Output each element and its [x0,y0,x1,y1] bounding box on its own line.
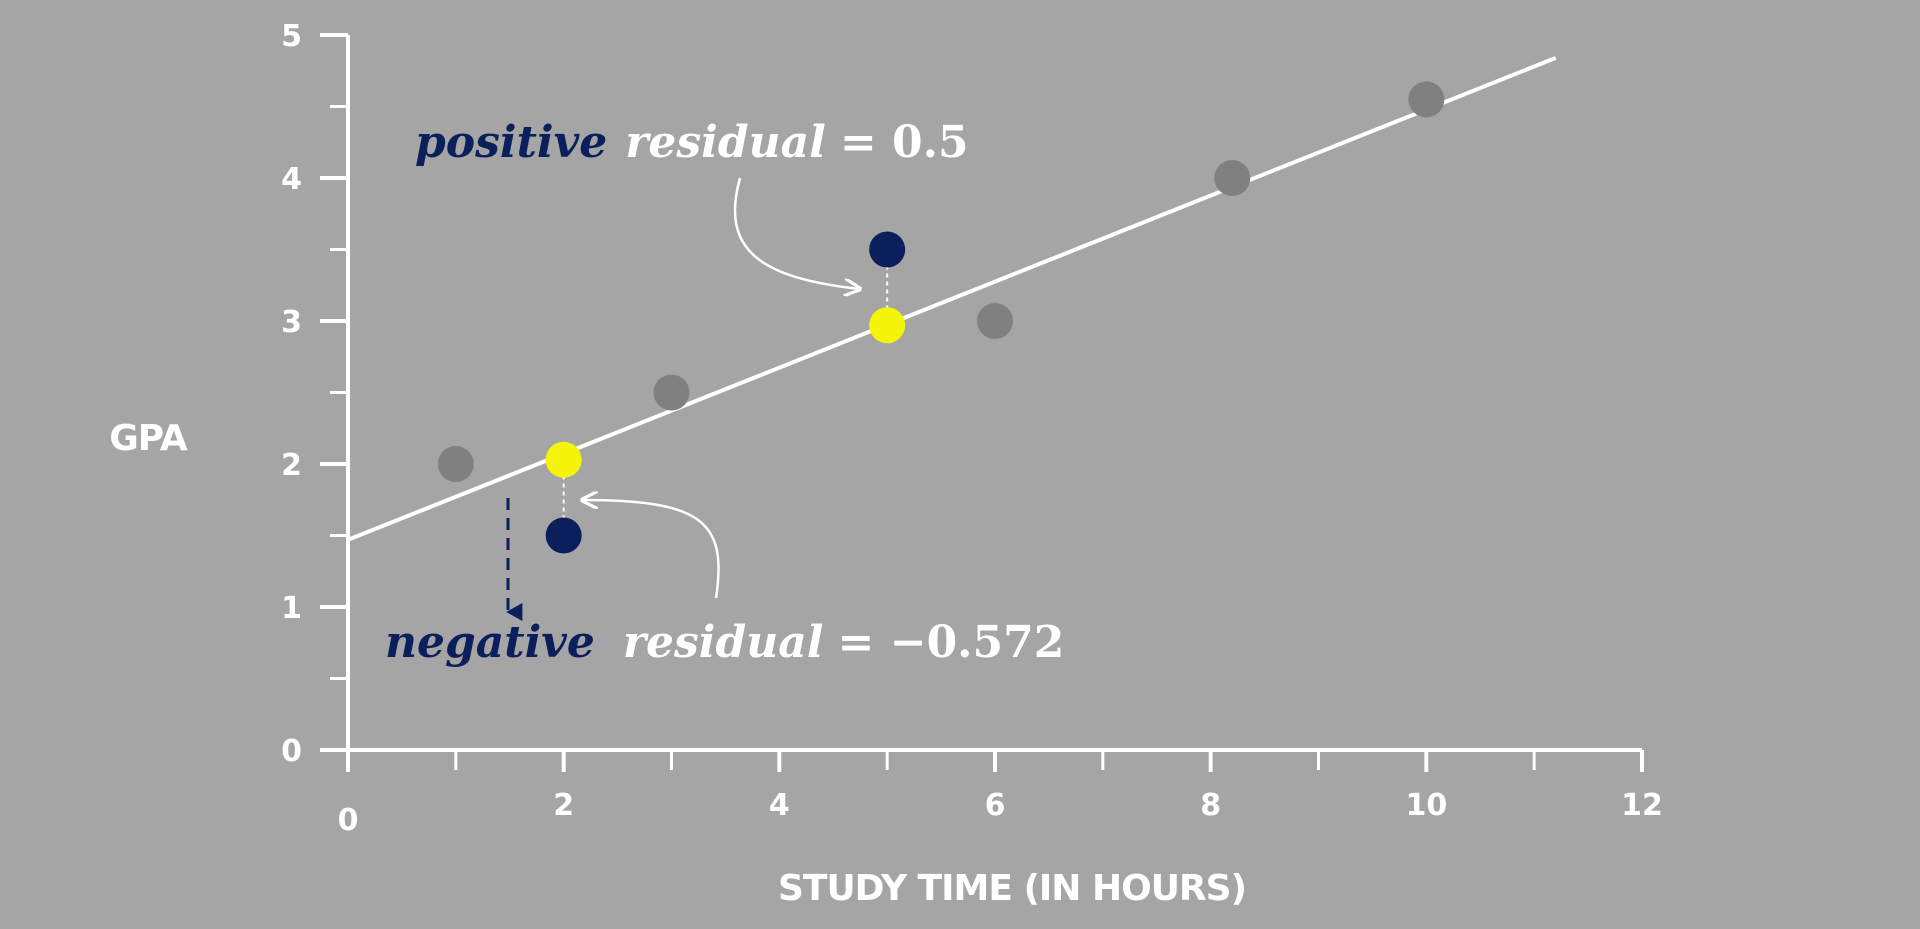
y-tick-label: 5 [281,19,302,54]
positive-keyword: positive [415,117,607,168]
data-point [1214,160,1251,196]
data-point [977,303,1013,339]
negative-residual-value: = −0.572 [838,617,1065,668]
positive-observed-point [869,231,906,268]
negative-residual-arrow [582,500,720,599]
positive-predicted-point [869,307,906,344]
positive-residual-label: residual [625,117,826,168]
y-tick-label: 3 [281,305,302,340]
x-tick-label: 0 [338,803,359,838]
x-tick-label: 6 [985,788,1006,823]
positive-residual-annotation: positive residual = 0.5 [415,117,969,289]
y-tick-label: 1 [281,591,302,626]
negative-observed-point [545,517,582,554]
x-tick-label: 2 [553,788,574,823]
x-axis-title: STUDY TIME (IN HOURS) [778,868,1246,909]
negative-keyword: negative [385,617,595,668]
positive-residual-arrow [733,177,860,289]
data-points [437,81,1445,482]
x-tick-label: 10 [1405,788,1447,823]
negative-residual-label: residual [623,617,824,668]
highlighted-points [545,231,906,554]
positive-residual-value: = 0.5 [840,117,969,168]
residual-lines [562,249,889,536]
data-point [653,374,690,411]
x-tick-label: 4 [769,788,790,823]
axis-ticks [320,33,1644,772]
x-tick-label: 12 [1621,788,1663,823]
y-tick-label: 4 [281,162,302,197]
y-tick-label: 0 [281,734,302,769]
data-point [1408,81,1445,118]
y-tick-label: 2 [281,448,302,483]
negative-residual-annotation: negative residual = −0.572 [385,498,1064,668]
y-axis-title: GPA [109,418,188,459]
data-point [437,446,474,482]
negative-predicted-point [545,441,582,478]
x-tick-label: 8 [1200,788,1221,823]
